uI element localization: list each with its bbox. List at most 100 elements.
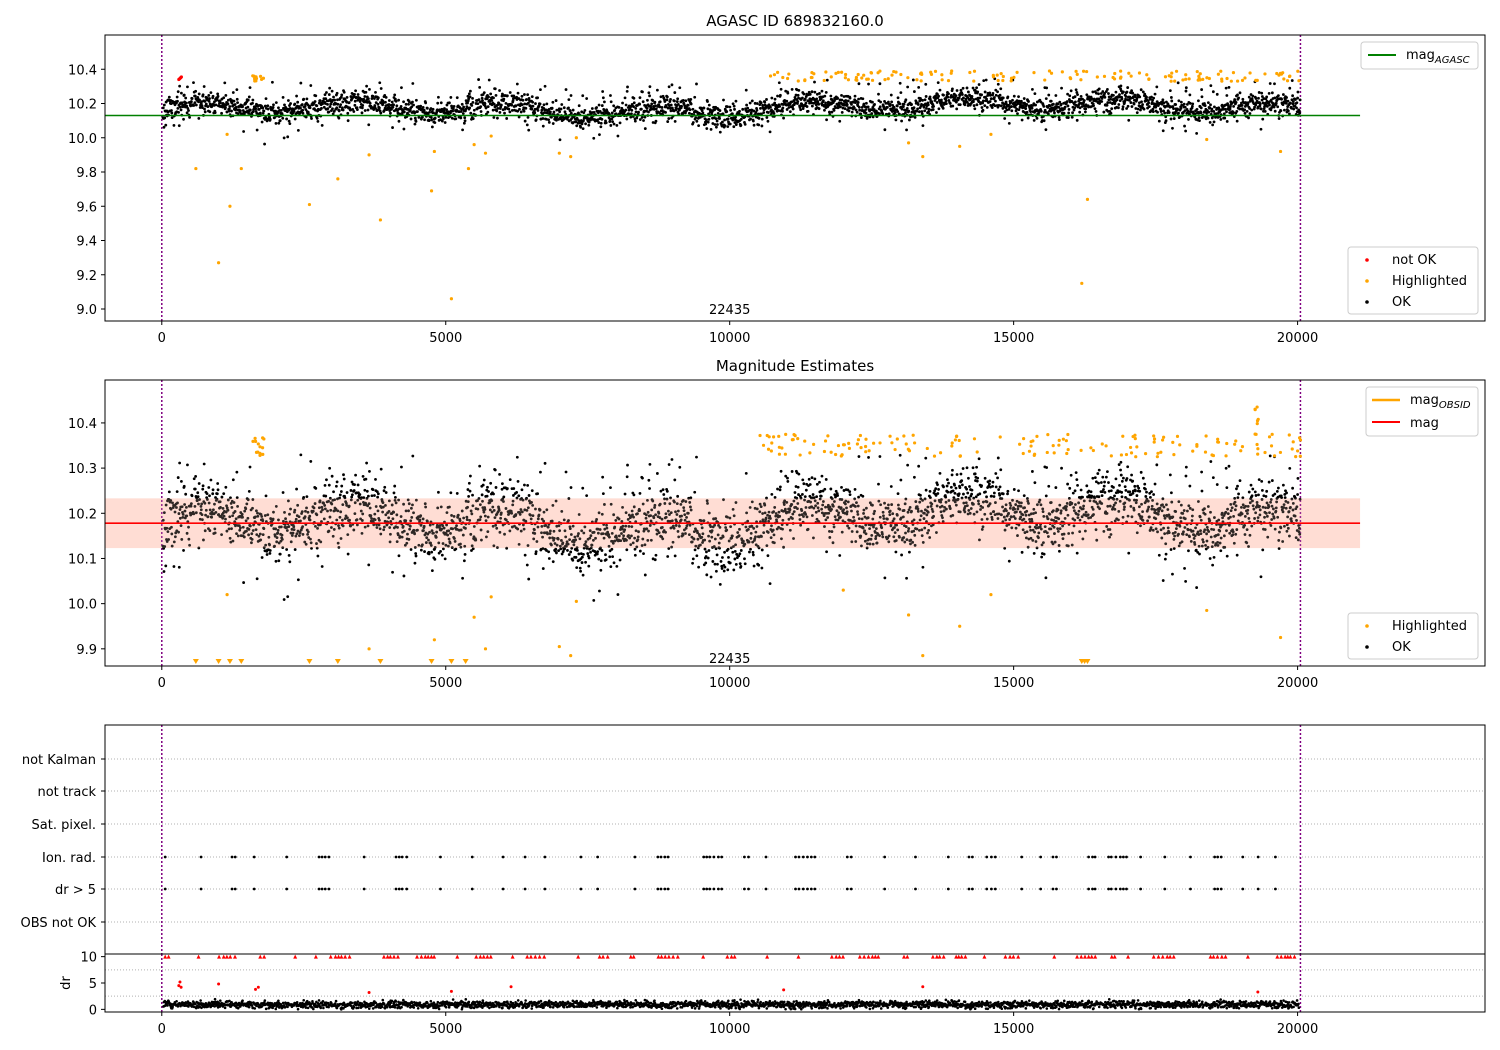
ok-point	[162, 125, 166, 129]
highlighted-point	[1043, 78, 1047, 82]
ok-point	[492, 116, 496, 119]
ok-point	[300, 103, 304, 106]
ok-point	[575, 566, 579, 570]
ok-point	[366, 494, 370, 498]
highlighted-point	[933, 69, 938, 74]
ok-point	[320, 565, 324, 568]
ok-point	[748, 101, 752, 105]
ok-point	[1187, 118, 1190, 121]
ok-point	[759, 106, 762, 110]
ok-point	[718, 130, 722, 134]
ok-point	[913, 115, 917, 119]
ok-point	[643, 127, 647, 130]
ok-point	[580, 561, 584, 564]
ok-point	[256, 104, 260, 108]
ok-point	[346, 111, 350, 115]
ok-point	[838, 119, 842, 123]
highlighted-point	[972, 69, 977, 73]
ok-point	[732, 125, 736, 129]
ok-point	[292, 110, 296, 113]
ok-point	[678, 86, 682, 90]
ok-point	[228, 105, 232, 108]
ok-point	[1172, 117, 1176, 120]
panel-magnitude-title: Magnitude Estimates	[716, 357, 874, 375]
ok-point	[911, 78, 915, 82]
ok-point	[763, 100, 767, 104]
ok-point	[236, 112, 240, 116]
ok-point	[1270, 91, 1274, 95]
ok-point	[937, 107, 941, 111]
ok-point	[542, 103, 546, 107]
ok-point	[1139, 88, 1143, 92]
ok-point	[1047, 93, 1051, 97]
highlighted-point	[228, 204, 232, 208]
ok-point	[216, 488, 220, 492]
ok-point	[499, 103, 503, 107]
ok-point	[293, 117, 297, 121]
ok-point	[176, 476, 180, 479]
ok-point	[669, 97, 672, 101]
ok-point	[976, 90, 980, 94]
ok-point	[1291, 100, 1295, 103]
ok-point	[260, 556, 264, 559]
highlighted-point	[768, 74, 773, 78]
ok-point	[1062, 111, 1066, 115]
ok-point	[633, 553, 637, 557]
highlighted-point	[378, 218, 383, 222]
ok-point	[309, 460, 313, 463]
ok-point	[1188, 93, 1192, 97]
ok-point	[164, 564, 168, 568]
ok-point	[301, 111, 305, 115]
ok-point	[992, 96, 996, 99]
ok-point	[1206, 101, 1210, 105]
panel-agasc-legend-lines: magAGASC	[1360, 41, 1479, 70]
ok-point	[981, 99, 985, 103]
ok-point	[261, 111, 265, 115]
ok-point	[425, 106, 429, 110]
ok-point	[706, 556, 710, 560]
ok-point	[406, 107, 410, 111]
ok-point	[1268, 82, 1272, 85]
ok-point	[393, 93, 397, 97]
ok-point	[905, 128, 908, 132]
ok-point	[1237, 96, 1240, 100]
ok-point	[805, 105, 809, 108]
ok-point	[468, 489, 472, 493]
ok-point	[374, 477, 377, 481]
ok-point	[1188, 101, 1192, 105]
ok-point	[175, 95, 179, 99]
ok-point	[454, 117, 458, 121]
ok-point	[676, 494, 680, 498]
ok-point	[1117, 103, 1121, 106]
ok-point	[910, 103, 913, 106]
ok-point	[234, 105, 238, 109]
ok-point	[1184, 86, 1188, 90]
ok-point	[988, 91, 992, 95]
ok-point	[778, 104, 782, 108]
highlighted-point	[1081, 69, 1086, 73]
ok-point	[1039, 109, 1043, 113]
ok-point	[1169, 117, 1173, 121]
ok-point	[567, 98, 571, 102]
ok-point	[907, 109, 911, 113]
ok-point	[716, 562, 719, 566]
ok-point	[534, 550, 538, 554]
ok-point	[726, 568, 730, 572]
highlighted-point	[307, 202, 312, 207]
highlighted-point	[878, 69, 882, 73]
ok-point	[1019, 99, 1023, 103]
ok-point	[462, 121, 466, 125]
ok-point	[443, 557, 447, 561]
panel-agasc: AGASC ID 689832160.0 9.09.29.49.69.810.0…	[68, 12, 1486, 346]
ok-point	[693, 548, 697, 552]
ok-point	[251, 98, 255, 102]
ok-point	[216, 482, 220, 485]
ok-point	[207, 94, 211, 97]
ok-point	[723, 565, 727, 569]
ok-point	[332, 109, 336, 113]
ok-point	[1168, 89, 1172, 93]
ok-point	[1225, 94, 1229, 97]
ok-point	[980, 106, 984, 109]
ok-point	[306, 110, 310, 114]
highlighted-point	[483, 151, 488, 155]
